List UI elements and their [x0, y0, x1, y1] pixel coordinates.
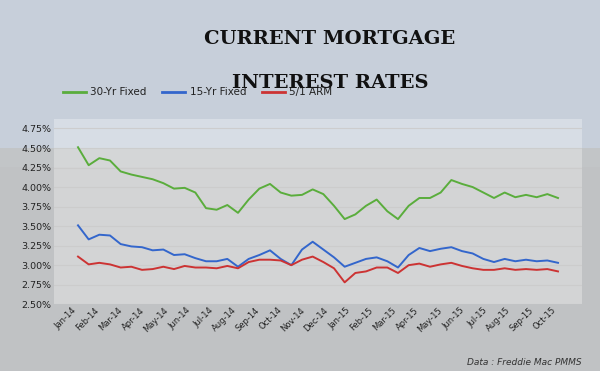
Legend: 30-Yr Fixed, 15-Yr Fixed, 5/1 ARM: 30-Yr Fixed, 15-Yr Fixed, 5/1 ARM [59, 83, 336, 101]
Text: Data : Freddie Mac PMMS: Data : Freddie Mac PMMS [467, 358, 582, 367]
Text: INTEREST RATES: INTEREST RATES [232, 74, 428, 92]
Text: CURRENT MORTGAGE: CURRENT MORTGAGE [205, 30, 455, 48]
